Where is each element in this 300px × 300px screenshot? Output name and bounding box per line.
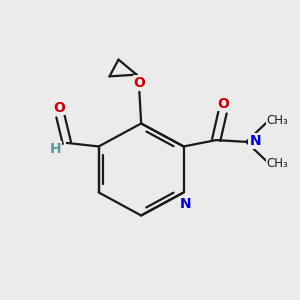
Text: N: N — [249, 134, 261, 148]
Text: O: O — [134, 76, 145, 90]
Text: H: H — [50, 142, 61, 156]
Text: CH₃: CH₃ — [266, 157, 288, 169]
Text: O: O — [217, 97, 229, 111]
Text: N: N — [180, 197, 191, 211]
Text: CH₃: CH₃ — [266, 114, 288, 127]
Text: O: O — [53, 100, 64, 115]
